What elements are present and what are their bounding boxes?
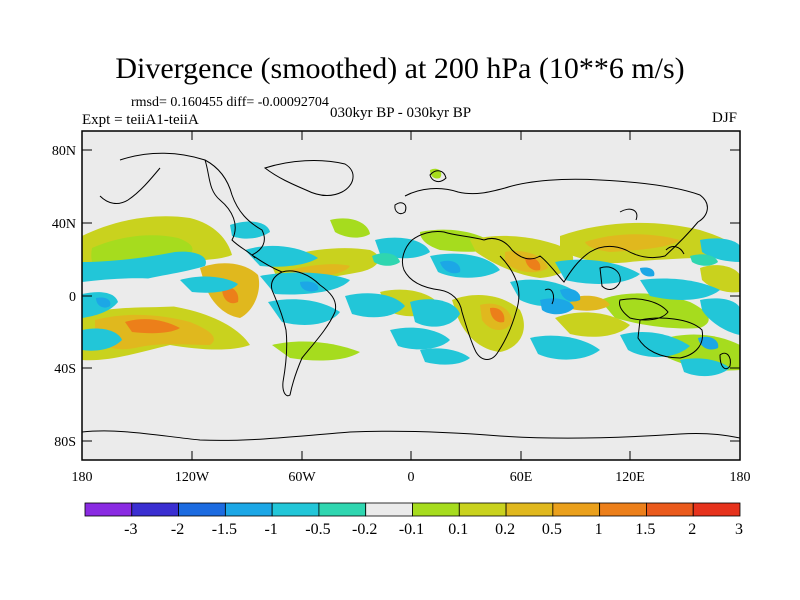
lon-tick-0: 0: [408, 470, 415, 485]
colorbar-swatch: [412, 502, 460, 517]
colorbar-label: 0.1: [448, 521, 468, 538]
divergence-field: [82, 168, 740, 377]
lat-tick-80s: 80S: [54, 435, 76, 450]
colorbar-label: -0.2: [352, 521, 377, 538]
lon-tick-60w: 60W: [288, 470, 316, 485]
colorbar-label: -1: [264, 521, 277, 538]
colorbar-label: 2: [688, 521, 696, 538]
lon-tick-60e: 60E: [510, 470, 533, 485]
colorbar-swatch: [599, 502, 647, 517]
coastlines: [82, 152, 740, 441]
colorbar-label: 0.5: [542, 521, 562, 538]
colorbar-label: 1.5: [635, 521, 655, 538]
lat-tick-0: 0: [69, 290, 76, 305]
period-label: 030kyr BP - 030kyr BP: [330, 105, 472, 121]
experiment-label: Expt = teiiA1-teiiA: [82, 112, 199, 128]
colorbar-swatch: [131, 502, 179, 517]
season-label: DJF: [712, 110, 738, 126]
colorbar-swatch: [271, 502, 320, 517]
colorbar-label: 3: [735, 521, 743, 538]
colorbar-label: 0.2: [495, 521, 515, 538]
lon-axis: [191, 131, 631, 460]
colorbar-swatch: [505, 502, 554, 517]
colorbar-swatch: [458, 502, 507, 517]
lon-tick-180w: 180: [72, 470, 93, 485]
colorbar-label: -0.5: [305, 521, 330, 538]
colorbar-swatch: [646, 502, 694, 517]
colorbar-swatch: [178, 502, 226, 517]
lat-axis: [82, 149, 740, 442]
lat-tick-80n: 80N: [52, 144, 76, 159]
lon-tick-180e: 180: [730, 470, 751, 485]
lon-tick-120w: 120W: [175, 470, 210, 485]
colorbar: -3 -2 -1.5 -1 -0.5 -0.2 -0.1 0.1 0.2 0.5 1 1.5 2 3: [84, 502, 743, 538]
plot-title: Divergence (smoothed) at 200 hPa (10**6 …: [115, 52, 685, 85]
colorbar-swatch: [318, 502, 367, 517]
colorbar-swatch: [365, 502, 413, 517]
colorbar-label: -2: [171, 521, 184, 538]
stats-line: rmsd= 0.160455 diff= -0.00092704: [131, 95, 329, 110]
colorbar-label: -1.5: [212, 521, 237, 538]
lat-tick-40n: 40N: [52, 217, 76, 232]
colorbar-swatch: [552, 502, 601, 517]
lon-tick-120e: 120E: [615, 470, 645, 485]
colorbar-swatch: [84, 502, 133, 517]
lat-tick-40s: 40S: [54, 362, 76, 377]
colorbar-swatch: [692, 502, 741, 517]
colorbar-label: -0.1: [399, 521, 424, 538]
colorbar-swatch: [224, 502, 273, 517]
colorbar-label: 1: [595, 521, 603, 538]
colorbar-label: -3: [124, 521, 137, 538]
